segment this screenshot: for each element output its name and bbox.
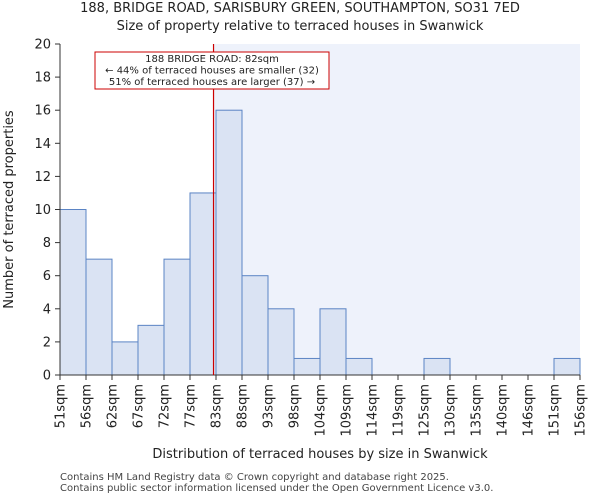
x-tick-label: 93sqm xyxy=(262,384,277,428)
x-axis-label: Distribution of terraced houses by size … xyxy=(152,447,488,462)
x-tick-label: 88sqm xyxy=(236,384,251,428)
x-tick-label: 151sqm xyxy=(548,384,563,437)
y-tick-label: 2 xyxy=(43,335,51,350)
chart-title: 188, BRIDGE ROAD, SARISBURY GREEN, SOUTH… xyxy=(80,1,520,16)
y-tick-label: 0 xyxy=(43,369,51,384)
x-tick-label: 51sqm xyxy=(54,384,69,428)
x-tick-label: 125sqm xyxy=(418,384,433,437)
histogram-bar xyxy=(189,192,217,376)
x-tick-label: 72sqm xyxy=(158,384,173,428)
histogram-bar xyxy=(163,258,191,376)
y-tick-label: 12 xyxy=(34,170,51,185)
x-tick-label: 130sqm xyxy=(444,384,459,437)
histogram-bar xyxy=(423,357,451,376)
histogram-bar xyxy=(553,357,581,376)
y-tick-label: 14 xyxy=(34,137,51,152)
x-tick-label: 83sqm xyxy=(210,384,225,428)
histogram-bar xyxy=(241,275,269,376)
x-tick-label: 56sqm xyxy=(80,384,95,428)
x-tick-label: 146sqm xyxy=(522,384,537,437)
annotation-box xyxy=(94,51,330,90)
x-tick-label: 140sqm xyxy=(496,384,511,437)
x-tick-label: 104sqm xyxy=(314,384,329,437)
y-tick-label: 18 xyxy=(34,71,51,86)
histogram-bar xyxy=(267,308,295,376)
y-tick-label: 6 xyxy=(43,269,51,284)
y-tick-label: 8 xyxy=(43,236,51,251)
histogram-bar xyxy=(345,357,373,376)
x-tick-label: 67sqm xyxy=(132,384,147,428)
annotation-line: 51% of terraced houses are larger (37) → xyxy=(109,77,315,88)
y-tick-label: 16 xyxy=(34,104,51,119)
histogram-bar xyxy=(111,341,139,376)
x-tick-label: 77sqm xyxy=(184,384,199,428)
footer-licence: Contains public sector information licen… xyxy=(60,483,494,494)
y-axis-label: Number of terraced properties xyxy=(2,110,17,309)
histogram-bar xyxy=(85,258,113,376)
x-tick-label: 114sqm xyxy=(366,384,381,437)
x-tick-label: 98sqm xyxy=(288,384,303,428)
histogram-bar xyxy=(59,209,87,376)
x-tick-label: 109sqm xyxy=(340,384,355,437)
footer-copyright: Contains HM Land Registry data © Crown c… xyxy=(60,472,449,483)
x-tick-label: 135sqm xyxy=(470,384,485,437)
chart-subtitle: Size of property relative to terraced ho… xyxy=(116,19,484,34)
annotation-line: 188 BRIDGE ROAD: 82sqm xyxy=(145,54,279,65)
x-tick-label: 62sqm xyxy=(106,384,121,428)
histogram-bar xyxy=(293,357,321,376)
annotation-line: ← 44% of terraced houses are smaller (32… xyxy=(105,66,319,77)
y-tick-label: 4 xyxy=(43,302,51,317)
x-tick-label: 156sqm xyxy=(574,384,589,437)
histogram-bar xyxy=(137,324,165,376)
histogram-bar xyxy=(215,109,243,376)
y-tick-label: 20 xyxy=(34,38,51,53)
histogram-bar xyxy=(319,308,347,376)
x-tick-label: 119sqm xyxy=(392,384,407,437)
y-tick-label: 10 xyxy=(34,203,51,218)
